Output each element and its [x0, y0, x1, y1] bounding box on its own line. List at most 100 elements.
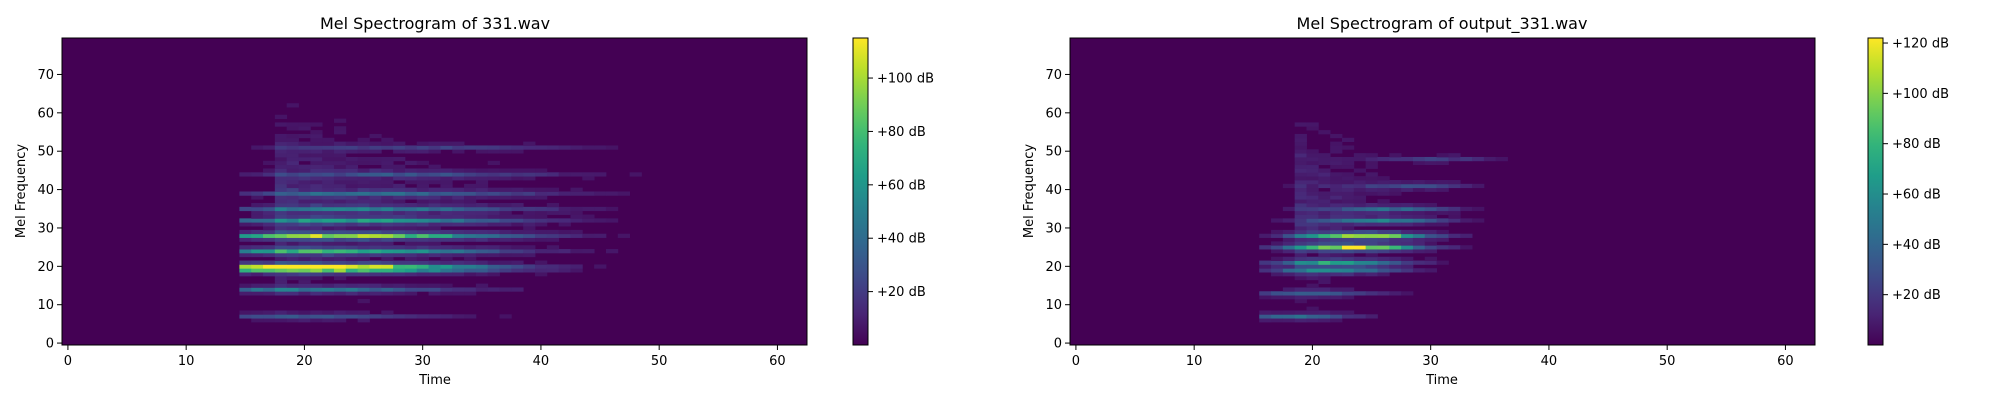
heatmap-cell [452, 314, 465, 319]
heatmap-cell [333, 145, 347, 150]
heatmap-cell [322, 153, 335, 158]
heatmap-cell [440, 203, 453, 208]
heatmap-cell [1365, 260, 1378, 265]
heatmap-cell [251, 218, 264, 223]
heatmap-cell [1401, 218, 1414, 223]
heatmap-cell [1306, 306, 1319, 311]
heatmap-cell [511, 206, 524, 212]
heatmap-cell [416, 203, 429, 208]
heatmap-cell [1412, 241, 1426, 246]
heatmap-cell [357, 249, 370, 254]
heatmap-cell [464, 145, 477, 150]
panel-2: Mel Spectrogram of output_331.wav 0 10 20 3… [1022, 14, 1949, 388]
heatmap-cell [499, 222, 512, 227]
heatmap-cell [345, 183, 359, 189]
heatmap-cell [345, 172, 359, 177]
heatmap-cell [1271, 318, 1284, 323]
heatmap-cell [404, 226, 418, 231]
heatmap-cell [345, 260, 359, 265]
heatmap-cell [274, 114, 288, 119]
heatmap-cell [369, 249, 382, 254]
chart-1-x-label: Time [418, 373, 451, 388]
heatmap-cell [1282, 287, 1296, 292]
heatmap-cell [1448, 206, 1461, 212]
heatmap-cell [1401, 260, 1414, 265]
heatmap-cell [1436, 187, 1449, 192]
heatmap-cell [322, 310, 335, 315]
heatmap-cell [416, 210, 429, 215]
heatmap-cell [263, 260, 276, 265]
heatmap-cell [1436, 210, 1449, 215]
heatmap-cell [1377, 237, 1390, 242]
heatmap-cell [1341, 291, 1355, 296]
heatmap-cell [274, 264, 288, 269]
heatmap-cell [594, 218, 607, 223]
heatmap-cell [1448, 156, 1461, 162]
heatmap-cell [333, 268, 347, 273]
heatmap-cell [1330, 160, 1343, 166]
heatmap-cell [499, 264, 512, 269]
heatmap-cell [475, 268, 489, 273]
heatmap-cell [1318, 233, 1331, 238]
heatmap-cell [1306, 203, 1319, 208]
heatmap-cell [452, 268, 465, 273]
heatmap-cell [1377, 229, 1390, 235]
heatmap-cell [333, 310, 347, 315]
heatmap-cell [1318, 172, 1331, 177]
heatmap-cell [369, 179, 382, 185]
heatmap-cell [499, 229, 512, 235]
heatmap-cell [570, 249, 583, 254]
heatmap-cell [558, 145, 571, 150]
heatmap-cell [345, 218, 359, 223]
heatmap-cell [381, 156, 394, 162]
heatmap-cell [369, 252, 382, 258]
heatmap-cell [440, 283, 453, 288]
heatmap-cell [357, 149, 370, 154]
heatmap-cell [333, 191, 347, 196]
heatmap-cell [1306, 249, 1319, 254]
heatmap-cell [511, 145, 524, 150]
heatmap-cell [322, 160, 335, 166]
heatmap-cell [322, 249, 335, 254]
heatmap-cell [1436, 237, 1449, 242]
heatmap-cell [286, 241, 299, 246]
heatmap-cell [511, 222, 524, 227]
heatmap-cell [393, 199, 406, 204]
heatmap-cell [345, 226, 359, 231]
heatmap-cell [1377, 256, 1390, 261]
heatmap-cell [239, 172, 252, 177]
heatmap-cell [263, 264, 276, 269]
heatmap-cell [1341, 218, 1355, 223]
heatmap-cell [1294, 295, 1307, 300]
heatmap-cell [298, 218, 311, 223]
heatmap-cell [1306, 160, 1319, 166]
heatmap-cell [263, 318, 276, 323]
heatmap-cell [322, 252, 335, 258]
heatmap-cell [357, 252, 370, 258]
heatmap-cell [310, 256, 323, 261]
heatmap-cell [1294, 260, 1307, 265]
heatmap-cell [1377, 203, 1390, 208]
heatmap-cell [1412, 222, 1426, 227]
heatmap-cell [428, 222, 441, 227]
heatmap-cell [523, 218, 536, 223]
heatmap-cell [1436, 245, 1449, 250]
heatmap-cell [440, 272, 453, 277]
heatmap-cell [1377, 206, 1390, 212]
heatmap-cell [286, 126, 299, 131]
heatmap-cell [416, 191, 429, 196]
heatmap-cell [251, 264, 264, 269]
heatmap-cell [333, 164, 347, 169]
heatmap-cell [286, 195, 299, 200]
heatmap-cell [440, 172, 453, 177]
heatmap-cell [535, 145, 548, 150]
heatmap-cell [1294, 272, 1307, 277]
heatmap-cell [333, 272, 347, 277]
heatmap-cell [570, 172, 583, 177]
heatmap-cell [487, 252, 500, 258]
heatmap-cell [263, 206, 276, 212]
heatmap-cell [1389, 187, 1402, 192]
heatmap-cell [1306, 214, 1319, 219]
heatmap-cell [286, 222, 299, 227]
x-tick-label: 60 [1777, 354, 1794, 369]
